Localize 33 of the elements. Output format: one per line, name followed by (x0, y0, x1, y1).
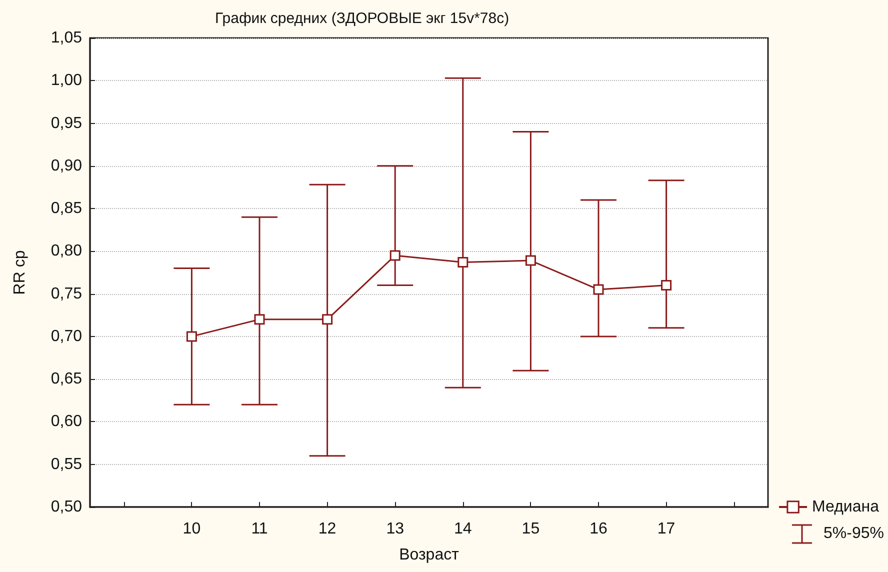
point (254, 314, 265, 325)
point (390, 250, 400, 261)
y-tick-label: 0,60 (50, 413, 82, 430)
point (593, 284, 604, 295)
y-tick-label: 0,65 (50, 370, 82, 388)
y-tick-label: 0,75 (50, 285, 82, 302)
x-tick-label: 16 (590, 520, 608, 538)
y-tick-label: 1,00 (50, 72, 82, 90)
chart-title: График средних (ЗДОРОВЫЕ экг 15v*78с) (215, 10, 510, 27)
point (186, 331, 197, 342)
x-tick-label: 13 (386, 520, 404, 538)
x-tick-label: 11 (251, 520, 268, 538)
y-tick-label: 0,55 (50, 456, 82, 473)
x-tick-label: 17 (657, 520, 676, 538)
y-axis-title: RR ср (12, 250, 28, 295)
x-tick-label: 12 (318, 520, 336, 538)
y-tick-label: 0,95 (50, 114, 82, 132)
text: 5%-95% (824, 525, 884, 543)
y-tick-label: 0,80 (50, 242, 82, 260)
y-tick-label: 1,05 (50, 30, 82, 46)
y-tick-label: 0,50 (50, 498, 82, 516)
legend-label: Медиана (812, 498, 880, 516)
point (458, 257, 468, 268)
x-tick-label: 15 (522, 520, 540, 538)
point (322, 314, 333, 325)
x-tick-label: 10 (182, 520, 201, 538)
point (661, 280, 672, 291)
y-tick-label: 0,70 (50, 328, 82, 345)
point (525, 255, 536, 266)
y-tick-label: 0,85 (50, 200, 82, 218)
x-tick-label: 14 (454, 520, 472, 538)
x-axis-title: Возраст (399, 546, 460, 564)
y-tick-label: 0,90 (50, 157, 82, 174)
